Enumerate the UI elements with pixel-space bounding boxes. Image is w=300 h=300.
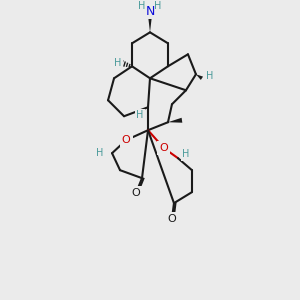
Text: O: O <box>122 135 130 145</box>
Text: H: H <box>182 149 190 159</box>
Text: H: H <box>136 110 144 120</box>
Text: O: O <box>160 143 168 153</box>
Polygon shape <box>148 15 152 32</box>
Text: H: H <box>114 58 122 68</box>
Text: O: O <box>132 188 140 198</box>
Polygon shape <box>196 74 203 80</box>
Text: O: O <box>168 214 176 224</box>
Polygon shape <box>168 118 182 123</box>
Text: H: H <box>154 2 162 11</box>
Text: H: H <box>206 71 214 81</box>
Text: N: N <box>145 5 155 18</box>
Text: H: H <box>96 148 104 158</box>
Text: H: H <box>138 2 146 11</box>
